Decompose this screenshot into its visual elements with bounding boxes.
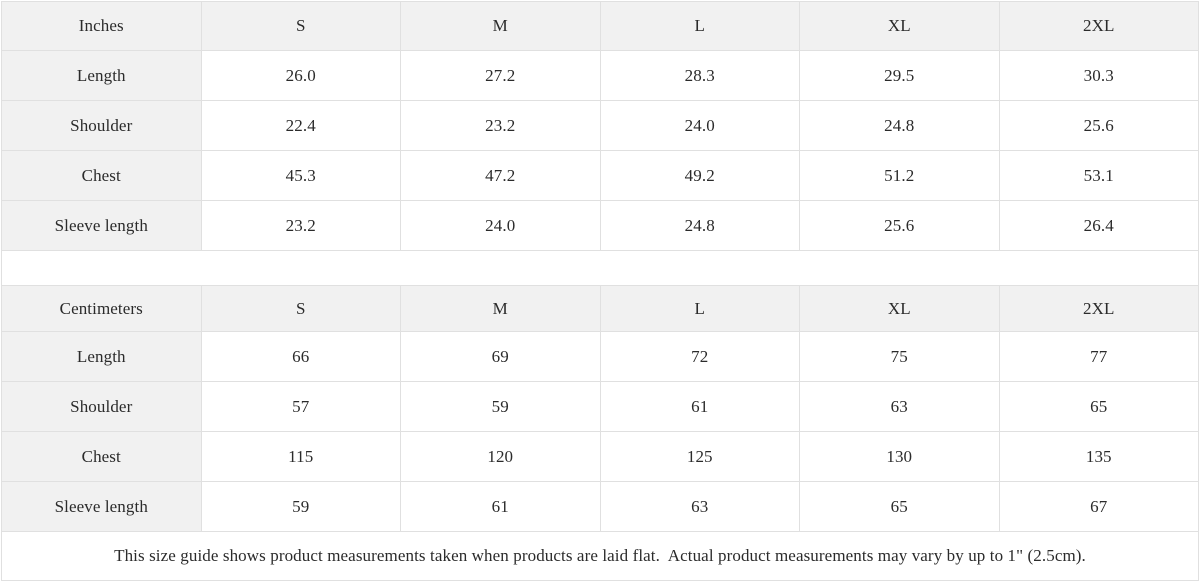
size-header-s: S xyxy=(200,1,401,51)
size-header-m: M xyxy=(400,285,601,332)
value-cell: 26.4 xyxy=(998,200,1199,251)
value-cell: 63 xyxy=(799,381,1000,432)
table-row: Sleeve length 23.2 24.0 24.8 25.6 26.4 xyxy=(1,200,1199,251)
row-label: Chest xyxy=(1,431,202,482)
value-cell: 23.2 xyxy=(200,200,401,251)
value-cell: 45.3 xyxy=(200,150,401,201)
value-cell: 30.3 xyxy=(998,50,1199,101)
size-header-m: M xyxy=(400,1,601,51)
value-cell: 49.2 xyxy=(599,150,800,201)
row-label: Sleeve length xyxy=(1,481,202,532)
value-cell: 53.1 xyxy=(998,150,1199,201)
value-cell: 61 xyxy=(400,481,601,532)
row-label: Shoulder xyxy=(1,100,202,151)
value-cell: 29.5 xyxy=(799,50,1000,101)
value-cell: 59 xyxy=(400,381,601,432)
value-cell: 69 xyxy=(400,331,601,382)
value-cell: 57 xyxy=(200,381,401,432)
size-header-l: L xyxy=(599,285,800,332)
row-label: Length xyxy=(1,331,202,382)
value-cell: 75 xyxy=(799,331,1000,382)
table-row: Shoulder 22.4 23.2 24.0 24.8 25.6 xyxy=(1,100,1199,151)
separator-row xyxy=(1,250,1199,286)
unit-header-inches: Inches xyxy=(1,1,202,51)
value-cell: 120 xyxy=(400,431,601,482)
footer-note: This size guide shows product measuremen… xyxy=(1,531,1199,581)
value-cell: 135 xyxy=(998,431,1199,482)
value-cell: 24.0 xyxy=(599,100,800,151)
row-label: Chest xyxy=(1,150,202,201)
value-cell: 24.0 xyxy=(400,200,601,251)
value-cell: 25.6 xyxy=(998,100,1199,151)
size-header-xl: XL xyxy=(799,285,1000,332)
value-cell: 28.3 xyxy=(599,50,800,101)
value-cell: 125 xyxy=(599,431,800,482)
value-cell: 27.2 xyxy=(400,50,601,101)
inches-header-row: Inches S M L XL 2XL xyxy=(1,1,1199,51)
separator-cell xyxy=(1,250,1199,286)
value-cell: 66 xyxy=(200,331,401,382)
value-cell: 24.8 xyxy=(799,100,1000,151)
value-cell: 65 xyxy=(998,381,1199,432)
value-cell: 22.4 xyxy=(200,100,401,151)
value-cell: 72 xyxy=(599,331,800,382)
row-label: Shoulder xyxy=(1,381,202,432)
size-header-xl: XL xyxy=(799,1,1000,51)
value-cell: 25.6 xyxy=(799,200,1000,251)
row-label: Length xyxy=(1,50,202,101)
value-cell: 51.2 xyxy=(799,150,1000,201)
table-row: Chest 45.3 47.2 49.2 51.2 53.1 xyxy=(1,150,1199,201)
value-cell: 67 xyxy=(998,481,1199,532)
size-header-l: L xyxy=(599,1,800,51)
table-row: Chest 115 120 125 130 135 xyxy=(1,431,1199,482)
value-cell: 115 xyxy=(200,431,401,482)
table-row: Length 66 69 72 75 77 xyxy=(1,331,1199,382)
value-cell: 47.2 xyxy=(400,150,601,201)
value-cell: 23.2 xyxy=(400,100,601,151)
value-cell: 26.0 xyxy=(200,50,401,101)
value-cell: 63 xyxy=(599,481,800,532)
value-cell: 77 xyxy=(998,331,1199,382)
table-row: Shoulder 57 59 61 63 65 xyxy=(1,381,1199,432)
centimeters-header-row: Centimeters S M L XL 2XL xyxy=(1,285,1199,332)
table-row: Sleeve length 59 61 63 65 67 xyxy=(1,481,1199,532)
value-cell: 65 xyxy=(799,481,1000,532)
row-label: Sleeve length xyxy=(1,200,202,251)
value-cell: 61 xyxy=(599,381,800,432)
size-header-2xl: 2XL xyxy=(998,285,1199,332)
value-cell: 130 xyxy=(799,431,1000,482)
size-header-2xl: 2XL xyxy=(998,1,1199,51)
size-header-s: S xyxy=(200,285,401,332)
unit-header-centimeters: Centimeters xyxy=(1,285,202,332)
value-cell: 59 xyxy=(200,481,401,532)
value-cell: 24.8 xyxy=(599,200,800,251)
footer-row: This size guide shows product measuremen… xyxy=(1,531,1199,581)
table-row: Length 26.0 27.2 28.3 29.5 30.3 xyxy=(1,50,1199,101)
